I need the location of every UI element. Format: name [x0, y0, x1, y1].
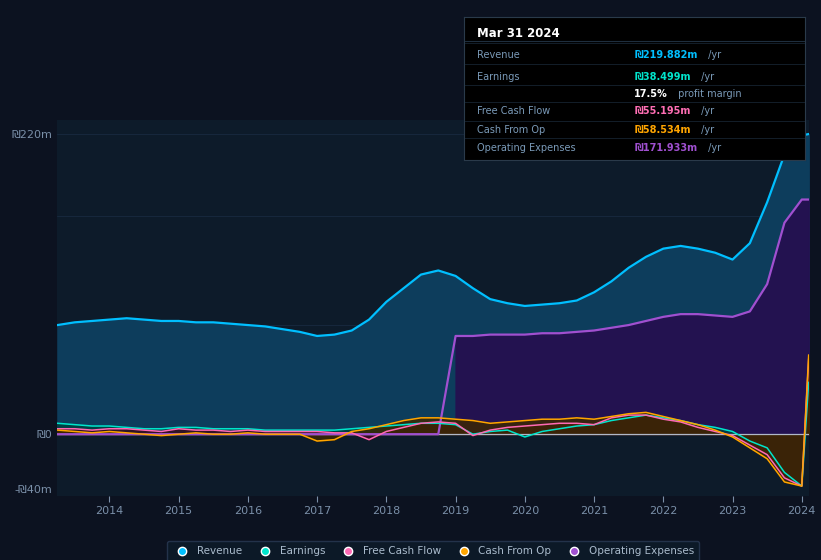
Text: 17.5%: 17.5%	[635, 89, 668, 99]
Text: /yr: /yr	[705, 50, 721, 60]
Text: Cash From Op: Cash From Op	[478, 125, 546, 134]
Text: Earnings: Earnings	[478, 72, 520, 82]
Text: Operating Expenses: Operating Expenses	[478, 143, 576, 153]
Text: ₪219.882m: ₪219.882m	[635, 50, 698, 60]
Legend: Revenue, Earnings, Free Cash Flow, Cash From Op, Operating Expenses: Revenue, Earnings, Free Cash Flow, Cash …	[167, 542, 699, 560]
Text: ₪171.933m: ₪171.933m	[635, 143, 697, 153]
Text: Revenue: Revenue	[478, 50, 521, 60]
Text: /yr: /yr	[698, 125, 713, 134]
Text: ₪58.534m: ₪58.534m	[635, 125, 690, 134]
Text: Free Cash Flow: Free Cash Flow	[478, 106, 551, 116]
Text: Mar 31 2024: Mar 31 2024	[478, 27, 560, 40]
Text: ₪38.499m: ₪38.499m	[635, 72, 690, 82]
Text: profit margin: profit margin	[675, 89, 741, 99]
Text: /yr: /yr	[698, 106, 713, 116]
Text: ₪55.195m: ₪55.195m	[635, 106, 690, 116]
Text: /yr: /yr	[698, 72, 713, 82]
Text: /yr: /yr	[705, 143, 721, 153]
